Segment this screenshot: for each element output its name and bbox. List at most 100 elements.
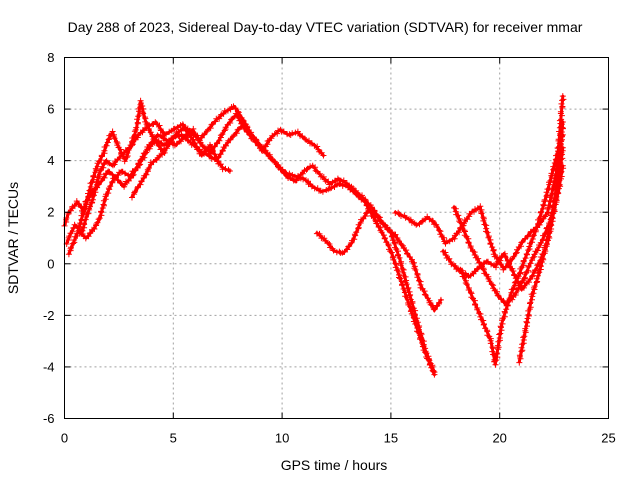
data-point-markers: [465, 268, 479, 279]
data-point-markers: [485, 234, 497, 258]
data-point-markers: [127, 164, 141, 180]
data-point-markers: [313, 230, 328, 242]
data-point-markers: [256, 142, 270, 157]
data-point-markers: [542, 216, 555, 251]
data-point-markers: [522, 293, 536, 332]
data-point-markers: [366, 207, 380, 219]
data-point-markers: [516, 327, 529, 366]
series-line: [452, 164, 565, 307]
data-point-markers: [152, 119, 166, 136]
data-point-markers: [152, 136, 165, 147]
data-point-markers: [213, 110, 227, 122]
data-point-markers: [525, 227, 539, 254]
data-point-markers: [103, 157, 113, 167]
data-point-marker: [559, 162, 566, 169]
data-point-marker: [559, 118, 566, 125]
series-group: [61, 93, 567, 378]
data-point-markers: [422, 349, 436, 374]
data-point-markers: [413, 216, 429, 228]
data-point-markers: [387, 248, 402, 278]
x-tick-label: 0: [61, 431, 68, 446]
data-point-markers: [141, 161, 155, 179]
data-point-markers: [322, 238, 336, 252]
data-point-marker: [559, 93, 566, 100]
data-point-markers: [501, 250, 516, 272]
data-point-markers: [109, 169, 123, 185]
data-point-markers: [101, 139, 111, 157]
data-point-markers: [109, 128, 121, 149]
data-point-markers: [205, 152, 219, 162]
data-point-markers: [143, 121, 157, 131]
data-point-markers: [94, 152, 105, 170]
y-tick-label: 2: [47, 205, 54, 220]
data-point-markers: [89, 219, 101, 233]
x-axis-label: GPS time / hours: [281, 457, 388, 473]
series-track-10: [457, 131, 566, 368]
data-point-markers: [533, 198, 548, 231]
data-point-markers: [431, 299, 443, 313]
data-point-markers: [392, 231, 406, 249]
data-point-markers: [105, 131, 115, 143]
data-point-markers: [69, 200, 80, 210]
data-point-markers: [95, 196, 109, 223]
y-axis-label: SDTVAR / TECUs: [5, 182, 21, 294]
x-tick-label: 25: [601, 431, 615, 446]
data-point-markers: [309, 162, 323, 177]
y-tick-label: -2: [43, 308, 55, 323]
x-tick-label: 15: [384, 431, 398, 446]
data-point-markers: [286, 129, 299, 138]
data-point-markers: [110, 155, 124, 169]
data-point-markers: [300, 176, 314, 188]
data-point-markers: [265, 153, 279, 166]
x-tick-label: 5: [170, 431, 177, 446]
data-point-markers: [494, 292, 508, 306]
data-point-markers: [396, 254, 412, 291]
data-point-markers: [190, 136, 203, 157]
data-point-markers: [477, 203, 492, 240]
data-point-markers: [268, 127, 281, 142]
data-point-markers: [548, 172, 562, 221]
data-point-markers: [178, 132, 192, 144]
data-point-markers: [136, 150, 149, 169]
data-point-markers: [219, 165, 232, 173]
data-point-markers: [480, 321, 494, 342]
data-point-markers: [275, 163, 288, 177]
x-tick-label: 10: [275, 431, 289, 446]
data-point-markers: [409, 258, 424, 288]
y-tick-label: 4: [47, 153, 54, 168]
data-point-markers: [485, 275, 500, 295]
chart-title: Day 288 of 2023, Sidereal Day-to-day VTE…: [68, 19, 583, 35]
data-point-markers: [224, 113, 238, 128]
data-point-markers: [404, 286, 420, 322]
series-track-11: [516, 118, 566, 366]
data-point-markers: [239, 120, 253, 137]
data-point-markers: [98, 170, 109, 184]
y-tick-label: 8: [47, 50, 54, 65]
data-point-markers: [413, 317, 429, 352]
data-point-markers: [76, 230, 87, 240]
data-point-markers: [469, 205, 481, 215]
data-point-markers: [362, 196, 375, 211]
data-point-markers: [247, 131, 261, 147]
data-point-markers: [526, 262, 541, 282]
data-point-markers: [293, 170, 306, 184]
x-ticks: 0 5 10 15 20 25: [61, 57, 616, 446]
data-point-markers: [221, 104, 235, 114]
series-line: [393, 94, 565, 271]
data-point-markers: [87, 165, 100, 190]
data-point-markers: [460, 210, 473, 229]
data-point-markers: [182, 124, 194, 141]
data-point-markers: [82, 191, 94, 205]
series-track-4: [76, 120, 438, 376]
data-point-markers: [317, 186, 332, 195]
series-track-2: [63, 103, 438, 378]
data-point-markers: [61, 211, 72, 229]
data-point-markers: [171, 135, 185, 149]
data-point-marker: [431, 369, 438, 376]
data-point-markers: [555, 121, 566, 178]
data-point-markers: [516, 251, 530, 277]
data-point-markers: [135, 175, 147, 190]
data-point-markers: [509, 243, 524, 262]
grid: [64, 57, 609, 419]
